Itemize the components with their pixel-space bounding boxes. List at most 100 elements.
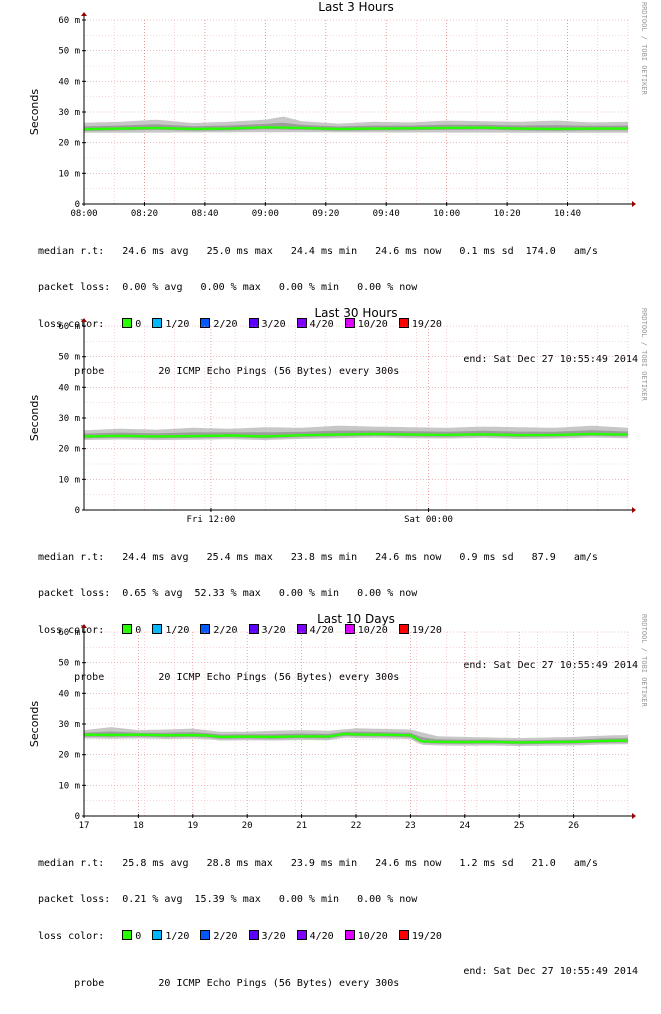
probe-text: probe 20 ICMP Echo Pings (56 Bytes) ever… (74, 366, 400, 377)
loss-color-swatch (296, 930, 307, 940)
x-tick-label: 25 (514, 821, 525, 831)
x-axis-arrow (632, 201, 636, 207)
panel-last-10-days: Last 10 Days Seconds RRDTOOL / TOBI OETIKE… (0, 612, 661, 989)
panel-last-30-hours: Last 30 Hours Seconds RRDTOOL / TOBI OETIK… (0, 306, 661, 683)
loss-color-text: 1/20 (165, 319, 190, 330)
series-median-line (83, 126, 628, 131)
loss-color-text: 3/20 (261, 319, 286, 330)
x-tick-label: Sat 00:00 (404, 515, 453, 525)
loss-color-swatch (296, 318, 307, 328)
y-tick-label: 20 m (58, 445, 80, 455)
x-tick-label: 19 (187, 821, 198, 831)
loss-color-entry: 1/20 (152, 624, 190, 636)
x-tick-label: 08:40 (191, 209, 218, 219)
loss-color-swatch (248, 624, 259, 634)
median-rtt-line: median r.t: 24.6 ms avg 25.0 ms max 24.4… (38, 246, 598, 257)
y-tick-label: 0 (75, 506, 80, 516)
loss-color-entry: 4/20 (296, 318, 334, 330)
loss-color-entry: 19/20 (398, 624, 442, 636)
loss-color-entry: 1/20 (152, 318, 190, 330)
loss-color-entry: 2/20 (200, 930, 238, 942)
loss-color-text: 10/20 (357, 931, 388, 942)
x-tick-label: 10:20 (494, 209, 521, 219)
x-axis-arrow (632, 507, 636, 513)
loss-color-line: loss color: 0 1/20 2/20 3/20 4/20 10/20 19/20 (38, 318, 648, 330)
packet-loss-line: packet loss: 0.65 % avg 52.33 % max 0.00… (38, 588, 418, 599)
loss-color-swatch (398, 318, 409, 328)
loss-color-text: 19/20 (411, 625, 442, 636)
chart-title: Last 3 Hours (318, 0, 393, 14)
y-tick-label: 60 m (58, 628, 80, 638)
rrdtool-watermark: RRDTOOL / TOBI OETIKER (640, 2, 648, 96)
x-tick-label: 10:40 (554, 209, 581, 219)
x-tick-label: 08:20 (131, 209, 158, 219)
loss-color-line: loss color: 0 1/20 2/20 3/20 4/20 10/20 19/20 (38, 624, 648, 636)
end-time: end: Sat Dec 27 10:55:49 2014 (463, 354, 638, 365)
x-tick-label: 10:00 (433, 209, 460, 219)
x-tick-label: 23 (405, 821, 416, 831)
loss-color-swatch (296, 624, 307, 634)
y-tick-label: 20 m (58, 139, 80, 149)
loss-color-entry: 10/20 (344, 318, 388, 330)
y-tick-label: 30 m (58, 720, 80, 730)
loss-color-entry: 4/20 (296, 624, 334, 636)
loss-color-entry: 2/20 (200, 318, 238, 330)
x-tick-label: 21 (296, 821, 307, 831)
loss-color-swatch (344, 318, 355, 328)
legend-last-10-days: median r.t: 25.8 ms avg 28.8 ms max 23.9… (38, 834, 648, 1002)
median-rtt-line: median r.t: 24.4 ms avg 25.4 ms max 23.8… (38, 552, 598, 563)
loss-color-swatch (152, 930, 163, 940)
y-axis-arrow (81, 318, 87, 322)
y-tick-label: 30 m (58, 414, 80, 424)
packet-loss-line: packet loss: 0.00 % avg 0.00 % max 0.00 … (38, 282, 418, 293)
loss-color-swatch (248, 318, 259, 328)
y-tick-label: 10 m (58, 169, 80, 179)
loss-color-swatch (152, 318, 163, 328)
rrdtool-watermark: RRDTOOL / TOBI OETIKER (640, 308, 648, 402)
loss-color-entry: 0 (122, 930, 141, 942)
y-tick-label: 40 m (58, 383, 80, 393)
y-tick-label: 50 m (58, 353, 80, 363)
loss-color-entry: 19/20 (398, 930, 442, 942)
chart-title: Last 30 Hours (314, 306, 397, 320)
x-tick-label: 08:00 (70, 209, 97, 219)
y-tick-label: 0 (75, 200, 80, 210)
probe-text: probe 20 ICMP Echo Pings (56 Bytes) ever… (74, 978, 400, 989)
loss-color-text: 10/20 (357, 319, 388, 330)
loss-color-text: 4/20 (309, 319, 334, 330)
y-tick-label: 40 m (58, 77, 80, 87)
y-tick-label: 40 m (58, 689, 80, 699)
y-axis-arrow (81, 12, 87, 16)
median-rtt-line: median r.t: 25.8 ms avg 28.8 ms max 23.9… (38, 858, 598, 869)
loss-color-swatch (152, 624, 163, 634)
loss-color-text: 3/20 (261, 931, 286, 942)
y-tick-label: 60 m (58, 16, 80, 26)
loss-color-entry: 4/20 (296, 930, 334, 942)
probe-text: probe 20 ICMP Echo Pings (56 Bytes) ever… (74, 672, 400, 683)
y-tick-label: 10 m (58, 475, 80, 485)
loss-color-label: loss color: (38, 319, 123, 330)
x-tick-label: 09:00 (252, 209, 279, 219)
chart-title: Last 10 Days (317, 612, 395, 626)
y-tick-label: 60 m (58, 322, 80, 332)
probe-line: probe 20 ICMP Echo Pings (56 Bytes) ever… (38, 354, 648, 377)
loss-color-entry: 3/20 (248, 930, 286, 942)
rrdtool-watermark: RRDTOOL / TOBI OETIKER (640, 614, 648, 708)
loss-color-entry: 3/20 (248, 624, 286, 636)
x-tick-label: 17 (79, 821, 90, 831)
loss-color-text: 1/20 (165, 931, 190, 942)
loss-color-swatch (398, 930, 409, 940)
loss-color-entry: 0 (122, 624, 141, 636)
loss-color-text: 10/20 (357, 625, 388, 636)
loss-color-text: 2/20 (213, 625, 238, 636)
y-tick-label: 10 m (58, 781, 80, 791)
loss-color-entry: 0 (122, 318, 141, 330)
y-axis-label: Seconds (28, 89, 41, 135)
loss-color-entry: 3/20 (248, 318, 286, 330)
y-axis-arrow (81, 624, 87, 628)
legend-last-30-hours: median r.t: 24.4 ms avg 25.4 ms max 23.8… (38, 528, 648, 696)
loss-color-text: 1/20 (165, 625, 190, 636)
loss-color-label: loss color: (38, 931, 123, 942)
loss-color-swatch (200, 930, 211, 940)
x-tick-label: Fri 12:00 (187, 515, 236, 525)
